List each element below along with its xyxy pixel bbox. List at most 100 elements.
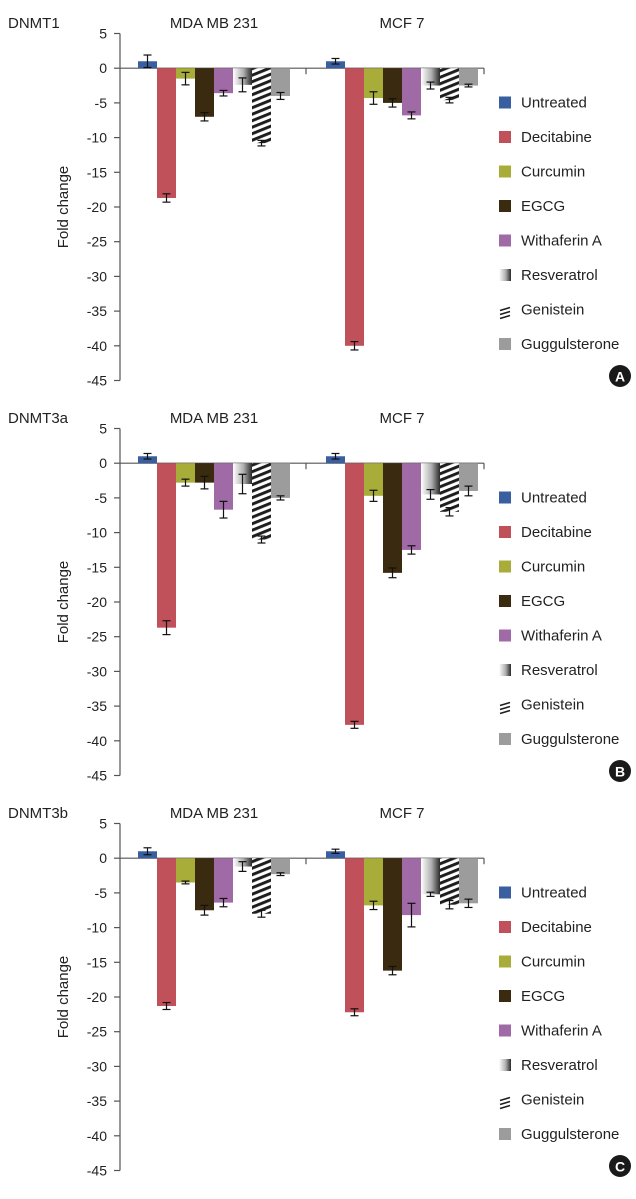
bar-genistein <box>252 68 271 144</box>
y-tick-label: -45 <box>87 1163 107 1179</box>
bar-withaferin-a <box>402 463 421 550</box>
legend-swatch-curcumin <box>499 165 511 178</box>
y-tick-label: -25 <box>87 1024 107 1040</box>
category-label: MCF 7 <box>380 15 425 32</box>
bar-curcumin <box>364 463 383 496</box>
y-tick-label: -35 <box>87 1093 107 1109</box>
legend-swatch-genistein <box>499 306 511 320</box>
panel-badge <box>609 1155 631 1177</box>
y-tick-label: 5 <box>99 26 107 42</box>
legend-label-genistein: Genistein <box>521 1092 584 1109</box>
legend-label-egcg: EGCG <box>521 988 565 1005</box>
bar-decitabine <box>157 463 176 628</box>
legend-swatch-guggulsterone <box>499 1128 511 1140</box>
panel-letter: A <box>615 369 625 385</box>
panel-letter: B <box>615 764 625 780</box>
legend-swatch-untreated <box>499 491 511 504</box>
bar-withaferin-a <box>214 858 233 903</box>
y-tick-label: 0 <box>99 455 107 471</box>
bar-genistein <box>440 463 459 512</box>
legend-swatch-withaferin-a <box>499 234 511 247</box>
hatch-stroke <box>499 314 511 320</box>
legend-label-genistein: Genistein <box>521 697 584 714</box>
legend-label-guggulsterone: Guggulsterone <box>521 336 619 353</box>
y-tick-label: 5 <box>99 816 107 832</box>
legend-swatch-withaferin-a <box>499 629 511 642</box>
bar-resveratrol <box>421 858 440 895</box>
bar-resveratrol <box>421 463 440 495</box>
legend-swatch-decitabine <box>499 131 511 143</box>
category-label: MDA MB 231 <box>170 805 258 822</box>
y-tick-label: -30 <box>87 1058 107 1074</box>
y-tick-label: -10 <box>87 130 107 146</box>
bar-resveratrol <box>233 68 252 85</box>
legend-label-resveratrol: Resveratrol <box>521 662 598 679</box>
bar-untreated <box>138 456 157 464</box>
bar-egcg <box>383 68 402 103</box>
panel-dnmt3b: DNMT3b MDA MB 231 MCF 7 Fold change 5 0 -5 -10 -… <box>8 805 631 1179</box>
bar-guggulsterone <box>271 463 290 498</box>
panel-dnmt1: DNMT1 MDA MB 231 MCF 7 Fold change 5 0 -5 -10 -1… <box>8 15 631 389</box>
legend-swatch-untreated <box>499 886 511 899</box>
legend-swatch-decitabine <box>499 921 511 933</box>
hatch-stroke <box>499 310 511 316</box>
bar-guggulsterone <box>459 68 478 86</box>
hatch-stroke <box>499 1096 511 1102</box>
legend-swatch-egcg <box>499 595 511 607</box>
hatch-stroke <box>499 709 511 715</box>
y-tick-label: -30 <box>87 268 107 284</box>
bar-withaferin-a <box>214 68 233 94</box>
y-tick-label: -15 <box>87 164 107 180</box>
legend-label-untreated: Untreated <box>521 490 587 507</box>
legend-label-resveratrol: Resveratrol <box>521 267 598 284</box>
legend-swatch-guggulsterone <box>499 733 511 745</box>
bar-egcg <box>383 858 402 971</box>
y-tick-label: -15 <box>87 954 107 970</box>
legend-swatch-egcg <box>499 200 511 212</box>
y-tick-label: -45 <box>87 768 107 784</box>
bar-guggulsterone <box>459 858 478 904</box>
bar-untreated <box>326 61 345 69</box>
bar-curcumin <box>176 463 195 483</box>
legend-label-egcg: EGCG <box>521 198 565 215</box>
y-tick-label: 5 <box>99 421 107 437</box>
panel-title: DNMT3b <box>8 805 68 822</box>
legend-swatch-resveratrol <box>499 269 511 281</box>
bar-withaferin-a <box>402 68 421 116</box>
y-axis-label: Fold change <box>55 561 72 644</box>
bar-decitabine <box>345 858 364 1013</box>
legend-label-curcumin: Curcumin <box>521 954 585 971</box>
bar-decitabine <box>345 68 364 346</box>
y-tick-label: -30 <box>87 663 107 679</box>
category-label: MDA MB 231 <box>170 15 258 32</box>
legend-swatch-resveratrol <box>499 1059 511 1071</box>
y-axis-label: Fold change <box>55 166 72 249</box>
bar-decitabine <box>157 68 176 198</box>
legend-swatch-genistein <box>499 701 511 715</box>
bar-guggulsterone <box>271 68 290 96</box>
bar-withaferin-a <box>214 463 233 510</box>
bar-guggulsterone <box>271 858 290 875</box>
legend-label-withaferin-a: Withaferin A <box>521 1023 602 1040</box>
bar-guggulsterone <box>459 463 478 491</box>
legend-label-genistein: Genistein <box>521 302 584 319</box>
y-tick-label: -25 <box>87 629 107 645</box>
bar-egcg <box>195 858 214 911</box>
y-tick-label: -20 <box>87 199 107 215</box>
bar-decitabine <box>345 463 364 725</box>
y-tick-label: -5 <box>95 490 108 506</box>
y-tick-label: -35 <box>87 698 107 714</box>
y-tick-label: -20 <box>87 594 107 610</box>
y-tick-label: -10 <box>87 920 107 936</box>
y-tick-label: -5 <box>95 885 108 901</box>
y-tick-label: -45 <box>87 373 107 389</box>
panel-title: DNMT3a <box>8 410 69 427</box>
y-tick-label: -35 <box>87 303 107 319</box>
category-label: MCF 7 <box>380 805 425 822</box>
bar-egcg <box>195 68 214 117</box>
legend-label-curcumin: Curcumin <box>521 559 585 576</box>
legend-label-decitabine: Decitabine <box>521 524 592 541</box>
y-axis-label: Fold change <box>55 956 72 1039</box>
legend-label-untreated: Untreated <box>521 95 587 112</box>
